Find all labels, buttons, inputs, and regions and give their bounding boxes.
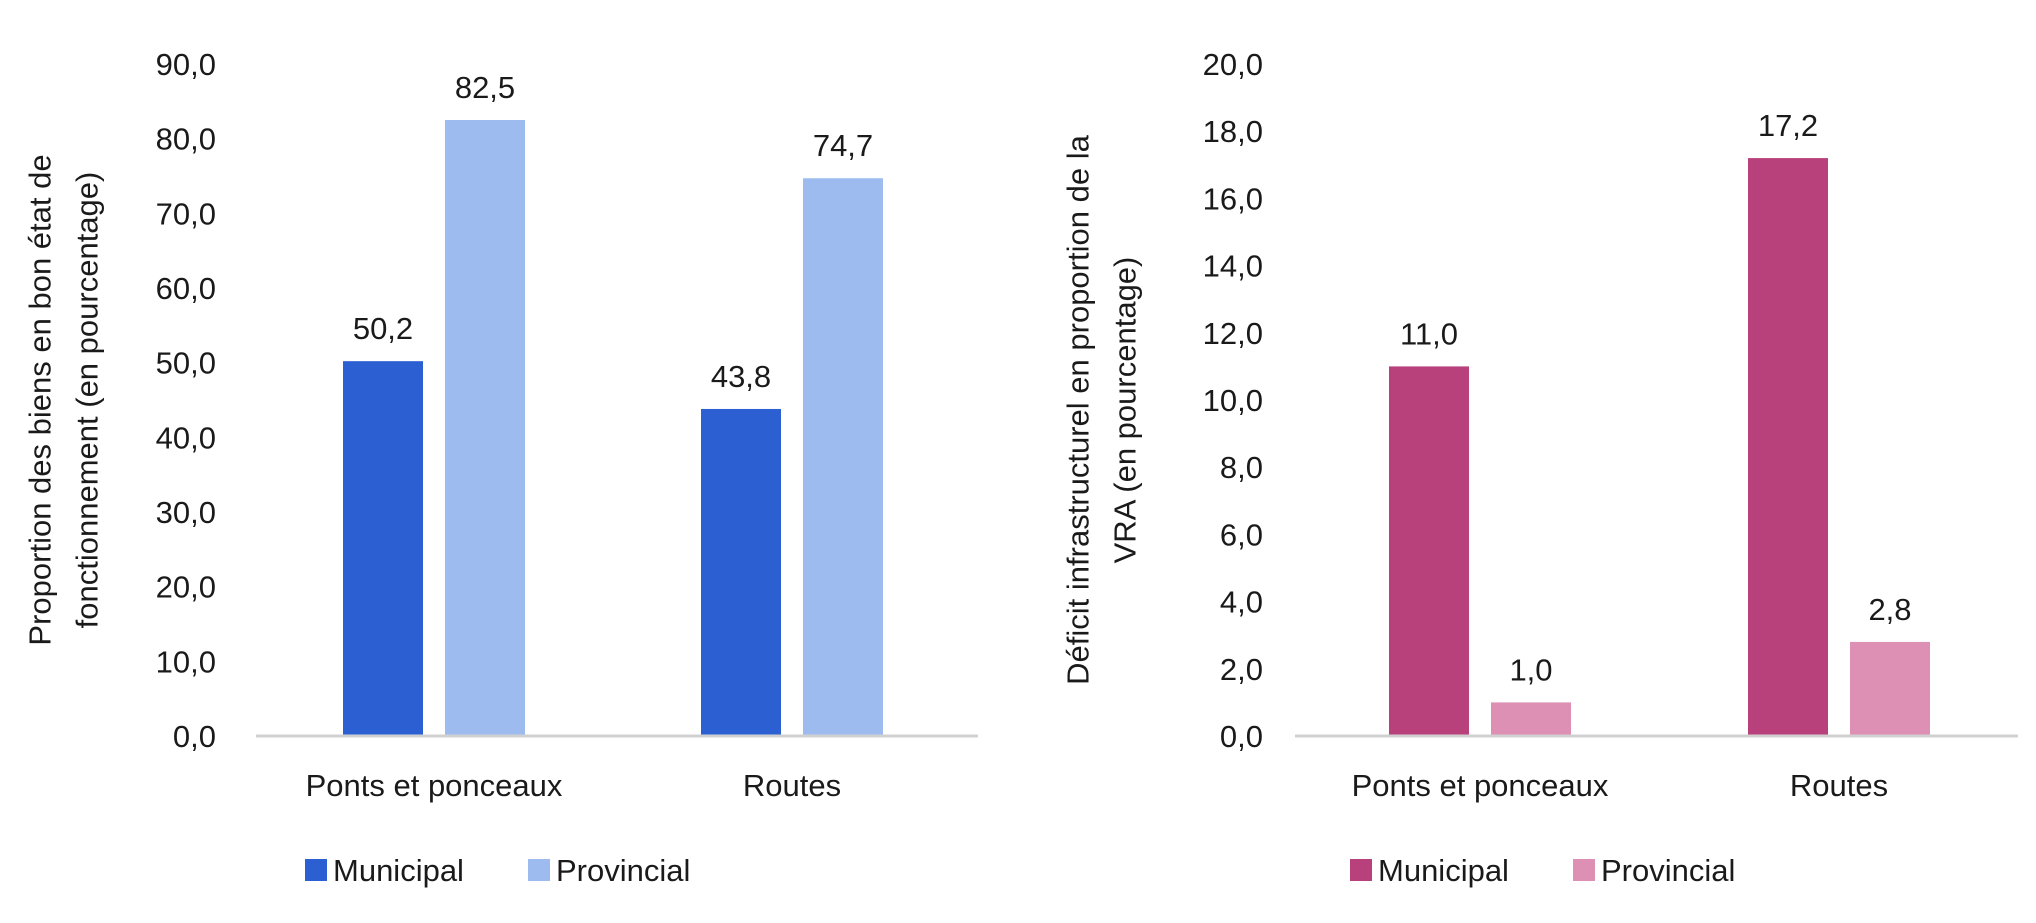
legend-swatch-municipal bbox=[305, 859, 327, 881]
legend-label: Provincial bbox=[1601, 853, 1735, 888]
y-axis-title-line: Proportion des biens en bon état de bbox=[23, 154, 58, 645]
y-axis-title-line: Déficit infrastructurel en proportion de… bbox=[1061, 134, 1096, 684]
legend-swatch-provincial bbox=[1573, 859, 1595, 881]
y-tick-label: 40,0 bbox=[156, 420, 216, 455]
bar-provincial bbox=[1491, 702, 1571, 736]
y-tick-label: 14,0 bbox=[1203, 249, 1263, 284]
y-tick-label: 6,0 bbox=[1220, 517, 1263, 552]
x-category-label: Ponts et ponceaux bbox=[306, 768, 563, 803]
data-label: 50,2 bbox=[353, 311, 413, 346]
y-tick-label: 0,0 bbox=[173, 719, 216, 754]
y-tick-label: 50,0 bbox=[156, 346, 216, 381]
data-label: 82,5 bbox=[455, 70, 515, 105]
y-tick-label: 20,0 bbox=[1203, 47, 1263, 82]
y-tick-label: 10,0 bbox=[156, 644, 216, 679]
y-axis-title-line: fonctionnement (en pourcentage) bbox=[70, 172, 105, 629]
y-tick-label: 18,0 bbox=[1203, 114, 1263, 149]
data-label: 1,0 bbox=[1509, 652, 1552, 687]
bar-provincial bbox=[803, 178, 883, 737]
data-label: 17,2 bbox=[1758, 108, 1818, 143]
bar-provincial bbox=[1850, 641, 1930, 736]
y-tick-label: 12,0 bbox=[1203, 316, 1263, 351]
legend-label: Provincial bbox=[556, 853, 690, 888]
data-label: 2,8 bbox=[1868, 592, 1911, 627]
data-label: 43,8 bbox=[711, 359, 771, 394]
y-tick-label: 20,0 bbox=[156, 570, 216, 605]
x-category-label: Routes bbox=[1790, 768, 1888, 803]
y-tick-label: 16,0 bbox=[1203, 181, 1263, 216]
y-tick-label: 30,0 bbox=[156, 495, 216, 530]
bar-municipal bbox=[701, 408, 781, 736]
y-tick-label: 4,0 bbox=[1220, 585, 1263, 620]
legend-label: Municipal bbox=[333, 853, 464, 888]
legend-swatch-municipal bbox=[1350, 859, 1372, 881]
legend-swatch-provincial bbox=[528, 859, 550, 881]
y-tick-label: 70,0 bbox=[156, 196, 216, 231]
y-tick-label: 10,0 bbox=[1203, 383, 1263, 418]
y-tick-label: 80,0 bbox=[156, 122, 216, 157]
data-label: 11,0 bbox=[1400, 316, 1458, 351]
y-tick-label: 90,0 bbox=[156, 47, 216, 82]
data-label: 74,7 bbox=[813, 128, 873, 163]
x-category-label: Routes bbox=[743, 768, 841, 803]
bar-municipal bbox=[1748, 158, 1828, 736]
y-tick-label: 60,0 bbox=[156, 271, 216, 306]
y-axis-title-line: VRA (en pourcentage) bbox=[1108, 257, 1143, 564]
y-tick-label: 8,0 bbox=[1220, 450, 1263, 485]
y-tick-label: 2,0 bbox=[1220, 652, 1263, 687]
y-tick-label: 0,0 bbox=[1220, 719, 1263, 754]
bar-provincial bbox=[445, 120, 525, 736]
x-category-label: Ponts et ponceaux bbox=[1352, 768, 1609, 803]
legend-label: Municipal bbox=[1378, 853, 1509, 888]
bar-municipal bbox=[1389, 366, 1469, 736]
bar-municipal bbox=[343, 361, 423, 736]
